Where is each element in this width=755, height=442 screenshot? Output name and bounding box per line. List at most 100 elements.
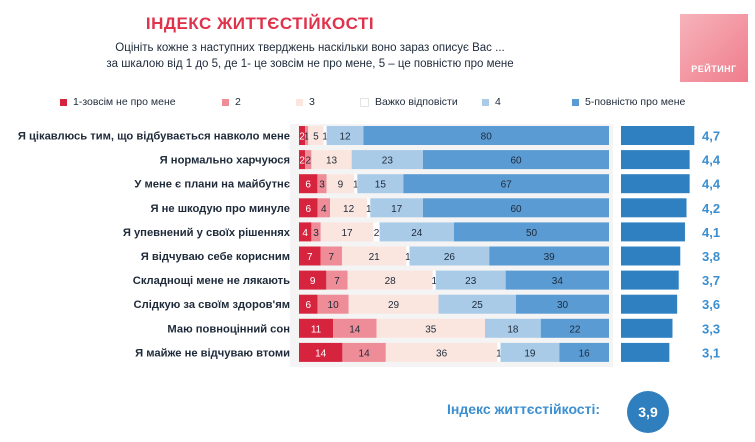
legend-item-s5: 5-повністю про мене bbox=[572, 96, 685, 108]
bar-value-label: 14 bbox=[349, 324, 361, 335]
legend-swatch-hard bbox=[360, 97, 369, 107]
index-bar bbox=[621, 270, 679, 290]
index-bar bbox=[621, 174, 690, 194]
bar-value-label: 2 bbox=[374, 228, 380, 239]
bar-segment-s5 bbox=[540, 318, 609, 338]
bar-value-label: 6 bbox=[306, 204, 312, 215]
bar-segment-s2 bbox=[342, 342, 386, 362]
index-bar bbox=[621, 294, 678, 314]
index-bar bbox=[621, 150, 690, 170]
bar-segment-s4 bbox=[435, 270, 506, 290]
legend-item-s4: 4 bbox=[482, 96, 501, 108]
chart-title: ІНДЕКС ЖИТТЄСТІЙКОСТІ bbox=[145, 14, 375, 33]
bar-value-label: 29 bbox=[388, 300, 400, 311]
index-value-label: 4,1 bbox=[702, 225, 720, 240]
bar-segment-s3 bbox=[385, 342, 498, 362]
bar-segment-s2 bbox=[305, 126, 309, 145]
index-summary-value: 3,9 bbox=[627, 391, 669, 433]
bar-value-label: 7 bbox=[334, 276, 340, 287]
bar-value-label: 10 bbox=[328, 300, 340, 311]
bar-value-label: 6 bbox=[306, 300, 312, 311]
index-bar bbox=[621, 126, 695, 145]
bar-segment-s5 bbox=[454, 222, 609, 242]
category-label: Слідкую за своїм здоров'ям bbox=[134, 299, 290, 311]
bar-value-label: 7 bbox=[307, 252, 313, 263]
bar-value-label: 2 bbox=[299, 132, 305, 143]
bar-value-label: 28 bbox=[385, 276, 397, 287]
bar-segment-s1 bbox=[299, 294, 318, 314]
bar-segment-s4 bbox=[351, 150, 423, 170]
rating-logo: РЕЙТИНГ bbox=[680, 14, 748, 82]
category-label: Складнощі мене не лякають bbox=[133, 275, 290, 287]
bar-value-label: 1 bbox=[366, 204, 372, 215]
category-label: У мене є плани на майбутнє bbox=[134, 179, 290, 191]
bar-segment-s1 bbox=[299, 174, 318, 194]
index-value-label: 3,6 bbox=[702, 297, 720, 312]
bar-value-label: 2 bbox=[299, 156, 305, 167]
bar-segment-s5 bbox=[505, 270, 609, 290]
index-bar bbox=[621, 246, 681, 266]
legend-label-s3: 3 bbox=[309, 96, 315, 108]
bar-value-label: 80 bbox=[481, 132, 493, 143]
bar-segment-s5 bbox=[516, 294, 609, 314]
bar-segment-hard bbox=[367, 198, 371, 218]
chart-subtitle-line1: Оцініть кожне з наступних тверджень наск… bbox=[115, 42, 505, 54]
bar-segment-s4 bbox=[409, 246, 490, 266]
bar-value-label: 16 bbox=[579, 348, 591, 359]
bar-value-label: 9 bbox=[338, 180, 344, 191]
index-bar bbox=[621, 318, 673, 338]
index-bar bbox=[621, 198, 687, 218]
bar-segment-s3 bbox=[348, 294, 439, 314]
category-label: Маю повноцінний сон bbox=[167, 323, 290, 335]
index-summary-label: Індекс життєстійкості: bbox=[446, 401, 600, 417]
bar-segment-s4 bbox=[379, 222, 454, 242]
bar-value-label: 1 bbox=[322, 132, 328, 143]
bar-value-label: 12 bbox=[343, 204, 355, 215]
bar-value-label: 30 bbox=[557, 300, 569, 311]
bar-value-label: 1 bbox=[353, 180, 359, 191]
bar-value-label: 14 bbox=[315, 348, 327, 359]
bar-segment-s5 bbox=[403, 174, 609, 194]
bar-segment-s2 bbox=[317, 198, 330, 218]
bar-value-label: 13 bbox=[326, 156, 338, 167]
legend: 1-зовсім не про мене 2 3 Важко відповіст… bbox=[60, 96, 700, 112]
bar-value-label: 5 bbox=[313, 132, 319, 143]
bar-segment-s4 bbox=[326, 126, 364, 145]
bar-value-label: 4 bbox=[302, 228, 308, 239]
bar-segment-s5 bbox=[423, 150, 609, 170]
bar-segment-s3 bbox=[326, 174, 355, 194]
legend-label-s2: 2 bbox=[235, 96, 241, 108]
bar-value-label: 23 bbox=[382, 156, 394, 167]
category-label: Я упевнений у своїх рішеннях bbox=[123, 227, 291, 239]
bar-segment-s1 bbox=[299, 342, 343, 362]
bar-segment-s3 bbox=[330, 198, 368, 218]
bar-segment-hard bbox=[406, 246, 410, 266]
bar-segment-hard bbox=[354, 174, 358, 194]
bar-segment-s1 bbox=[299, 222, 312, 242]
index-bar bbox=[621, 222, 685, 242]
bar-value-label: 7 bbox=[328, 252, 334, 263]
bar-value-label: 18 bbox=[507, 324, 519, 335]
bar-value-label: 4 bbox=[321, 204, 327, 215]
bar-value-label: 17 bbox=[391, 204, 403, 215]
index-value-label: 3,7 bbox=[702, 273, 720, 288]
bar-value-label: 12 bbox=[339, 132, 351, 143]
bar-segment-s3 bbox=[308, 126, 324, 145]
bar-segment-s4 bbox=[357, 174, 404, 194]
bar-segment-s3 bbox=[341, 246, 407, 266]
bar-segment-s1 bbox=[299, 126, 306, 145]
index-value-label: 3,1 bbox=[702, 345, 720, 360]
bar-value-label: 14 bbox=[359, 348, 371, 359]
bar-value-label: 60 bbox=[510, 156, 522, 167]
bar-value-label: 60 bbox=[510, 204, 522, 215]
legend-swatch-s3 bbox=[296, 98, 303, 106]
bar-value-label: 22 bbox=[569, 324, 581, 335]
bar-value-label: 25 bbox=[472, 300, 484, 311]
category-label: Я не шкодую про минуле bbox=[150, 203, 290, 215]
bar-value-label: 15 bbox=[375, 180, 387, 191]
legend-swatch-s4 bbox=[482, 98, 489, 106]
legend-item-s3: 3 bbox=[296, 96, 315, 108]
bar-segment-s1 bbox=[299, 318, 334, 338]
bar-segment-hard bbox=[432, 270, 436, 290]
